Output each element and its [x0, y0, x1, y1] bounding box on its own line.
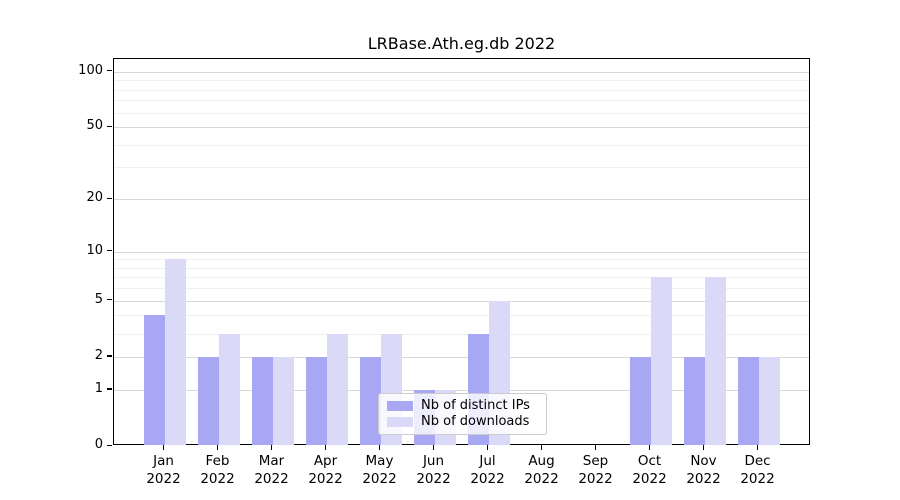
y-tick-mark — [107, 250, 112, 252]
y-tick-mark — [107, 70, 112, 72]
minor-gridline — [114, 144, 809, 146]
x-tick-mark — [433, 445, 435, 450]
y-tick-label: 5 — [94, 291, 103, 307]
minor-gridline — [114, 288, 809, 290]
x-tick-mark — [487, 445, 489, 450]
x-tick-mark — [703, 445, 705, 450]
y-tick-mark — [107, 197, 112, 199]
legend-swatch — [387, 417, 413, 427]
plot-area — [113, 58, 810, 445]
y-tick-label: 50 — [86, 118, 103, 134]
bar-distinct-ips — [737, 356, 759, 445]
minor-gridline — [114, 89, 809, 91]
bar-distinct-ips — [143, 315, 165, 445]
y-tick-mark — [107, 388, 112, 390]
major-gridline — [114, 356, 809, 358]
x-tick-label: Aug 2022 — [524, 453, 559, 487]
legend: Nb of distinct IPs Nb of downloads — [378, 393, 547, 435]
y-tick-mark — [107, 299, 112, 301]
y-tick-mark — [107, 444, 112, 446]
minor-gridline — [114, 315, 809, 317]
x-tick-label: Jan 2022 — [146, 453, 181, 487]
minor-gridline — [114, 80, 809, 82]
minor-gridline — [114, 100, 809, 102]
bar-downloads — [326, 333, 348, 445]
x-tick-label: Dec 2022 — [740, 453, 775, 487]
major-gridline — [114, 389, 809, 391]
x-tick-mark — [271, 445, 273, 450]
legend-item: Nb of downloads — [387, 414, 538, 430]
bar-distinct-ips — [629, 356, 651, 445]
y-tick-label: 2 — [94, 347, 103, 363]
major-gridline — [114, 199, 809, 201]
y-tick-label: 1 — [94, 380, 103, 396]
y-tick-label: 0 — [94, 437, 103, 452]
x-tick-label: Oct 2022 — [632, 453, 667, 487]
bar-distinct-ips — [305, 356, 327, 445]
legend-swatch — [387, 401, 413, 411]
minor-gridline — [114, 167, 809, 169]
minor-gridline — [114, 112, 809, 114]
minor-gridline — [114, 333, 809, 335]
x-tick-label: Jun 2022 — [416, 453, 451, 487]
legend-label: Nb of downloads — [421, 414, 530, 429]
x-tick-mark — [649, 445, 651, 450]
x-tick-mark — [325, 445, 327, 450]
bar-distinct-ips — [197, 356, 219, 445]
x-tick-mark — [541, 445, 543, 450]
y-tick-mark — [107, 355, 112, 357]
x-tick-label: Jul 2022 — [470, 453, 505, 487]
minor-gridline — [114, 259, 809, 261]
bar-distinct-ips — [251, 356, 273, 445]
bar-downloads — [218, 333, 240, 445]
bar-downloads — [272, 356, 294, 445]
legend-label: Nb of distinct IPs — [421, 398, 530, 413]
y-tick-label: 10 — [86, 242, 103, 258]
bar-downloads — [650, 277, 672, 445]
major-gridline — [114, 300, 809, 302]
y-tick-label: 100 — [78, 62, 103, 78]
chart-title: LRBase.Ath.eg.db 2022 — [367, 34, 556, 53]
x-tick-mark — [163, 445, 165, 450]
x-tick-mark — [379, 445, 381, 450]
x-tick-label: Mar 2022 — [254, 453, 289, 487]
bar-distinct-ips — [359, 356, 381, 445]
x-tick-label: Nov 2022 — [686, 453, 721, 487]
major-gridline — [114, 127, 809, 129]
bar-downloads — [758, 356, 780, 445]
legend-item: Nb of distinct IPs — [387, 398, 538, 414]
minor-gridline — [114, 277, 809, 279]
bar-downloads — [164, 259, 186, 445]
x-tick-label: Apr 2022 — [308, 453, 343, 487]
bar-downloads — [704, 277, 726, 445]
y-tick-label: 20 — [86, 190, 103, 206]
x-tick-label: May 2022 — [362, 453, 397, 487]
x-tick-label: Sep 2022 — [578, 453, 613, 487]
bar-distinct-ips — [683, 356, 705, 445]
y-tick-mark — [107, 125, 112, 127]
major-gridline — [114, 71, 809, 73]
major-gridline — [114, 251, 809, 253]
x-tick-label: Feb 2022 — [200, 453, 235, 487]
x-tick-mark — [217, 445, 219, 450]
minor-gridline — [114, 267, 809, 269]
x-tick-mark — [595, 445, 597, 450]
x-tick-mark — [757, 445, 759, 450]
